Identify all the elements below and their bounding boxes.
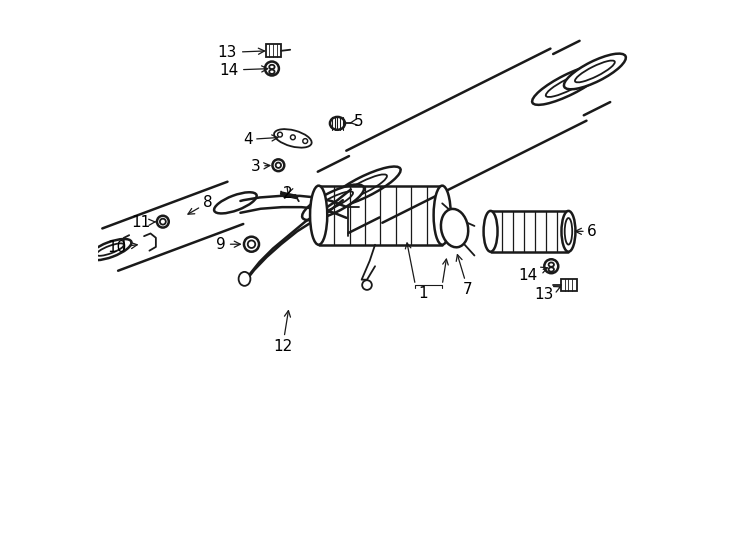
Ellipse shape [434, 186, 451, 245]
Text: 6: 6 [575, 224, 597, 239]
Text: 13: 13 [217, 45, 264, 60]
Text: 4: 4 [243, 132, 278, 147]
Text: 12: 12 [273, 310, 292, 354]
Text: 13: 13 [534, 287, 560, 302]
Ellipse shape [157, 216, 169, 227]
Ellipse shape [362, 280, 372, 290]
Ellipse shape [239, 272, 250, 286]
Ellipse shape [330, 117, 345, 130]
Ellipse shape [310, 186, 327, 245]
Text: 11: 11 [131, 215, 155, 230]
Text: 9: 9 [217, 237, 240, 252]
Ellipse shape [160, 219, 166, 225]
Ellipse shape [272, 159, 284, 171]
Ellipse shape [545, 259, 559, 273]
Ellipse shape [562, 211, 575, 252]
Ellipse shape [313, 192, 353, 213]
Ellipse shape [341, 174, 387, 199]
Ellipse shape [276, 163, 281, 168]
Ellipse shape [214, 192, 257, 213]
Ellipse shape [564, 218, 573, 245]
Text: 10: 10 [107, 240, 137, 255]
Ellipse shape [248, 240, 255, 248]
Text: 14: 14 [519, 267, 548, 283]
Ellipse shape [244, 237, 259, 252]
Ellipse shape [548, 267, 554, 272]
Text: 14: 14 [219, 63, 268, 78]
Ellipse shape [277, 132, 283, 137]
Ellipse shape [441, 209, 468, 247]
Ellipse shape [291, 135, 295, 140]
Text: 3: 3 [251, 159, 270, 174]
Ellipse shape [265, 62, 279, 76]
Ellipse shape [575, 60, 615, 83]
Text: 7: 7 [457, 255, 473, 298]
Text: 5: 5 [350, 114, 364, 129]
Ellipse shape [96, 244, 124, 256]
Ellipse shape [89, 239, 131, 260]
Ellipse shape [548, 262, 554, 267]
Ellipse shape [532, 64, 605, 105]
Ellipse shape [302, 185, 364, 220]
Ellipse shape [269, 70, 275, 74]
Text: 8: 8 [188, 195, 212, 214]
Ellipse shape [269, 65, 275, 69]
FancyBboxPatch shape [562, 279, 576, 292]
Ellipse shape [546, 72, 591, 97]
Ellipse shape [564, 53, 626, 89]
Ellipse shape [484, 211, 498, 252]
Ellipse shape [303, 139, 308, 144]
Ellipse shape [328, 166, 401, 207]
Text: 1: 1 [418, 286, 428, 301]
Ellipse shape [274, 129, 312, 147]
FancyBboxPatch shape [266, 44, 281, 57]
Text: 2: 2 [283, 186, 293, 201]
